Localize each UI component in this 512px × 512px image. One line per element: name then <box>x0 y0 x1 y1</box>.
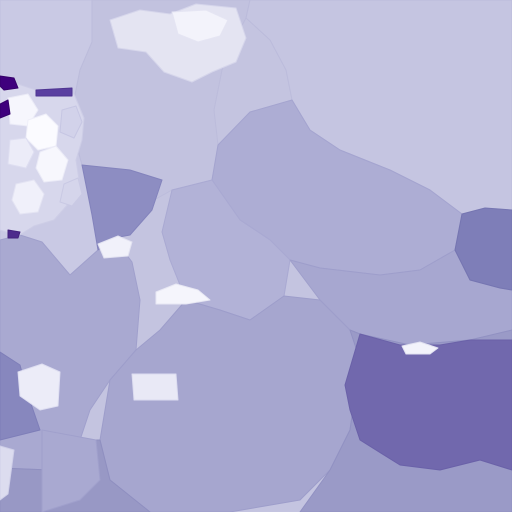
urban-core-light-5[interactable] <box>11 179 45 215</box>
urban-core-light-4[interactable] <box>35 145 69 183</box>
region-river-light[interactable] <box>97 235 133 259</box>
urban-core-light-3[interactable] <box>7 137 35 169</box>
region-south-light[interactable] <box>131 373 179 401</box>
urban-core-dark-2[interactable] <box>35 87 73 97</box>
urban-core-medium-2[interactable] <box>59 177 83 207</box>
region-west-mid[interactable] <box>81 164 163 251</box>
urban-core-medium-1[interactable] <box>59 105 83 139</box>
urban-core-dark-3[interactable] <box>0 99 11 119</box>
region-south-east-dark[interactable] <box>344 333 512 471</box>
region-central-light[interactable] <box>155 283 211 305</box>
region-lower-strip[interactable] <box>41 429 101 512</box>
region-south-west-edge[interactable] <box>0 445 15 501</box>
region-east-light[interactable] <box>401 341 439 355</box>
urban-core-dark-1[interactable] <box>0 75 19 91</box>
region-east-dark[interactable] <box>454 207 512 291</box>
region-west-light[interactable] <box>17 363 61 411</box>
urban-core-dark-4[interactable] <box>7 229 21 239</box>
urban-cluster[interactable] <box>0 75 85 239</box>
region-north-light-inner[interactable] <box>171 9 229 43</box>
